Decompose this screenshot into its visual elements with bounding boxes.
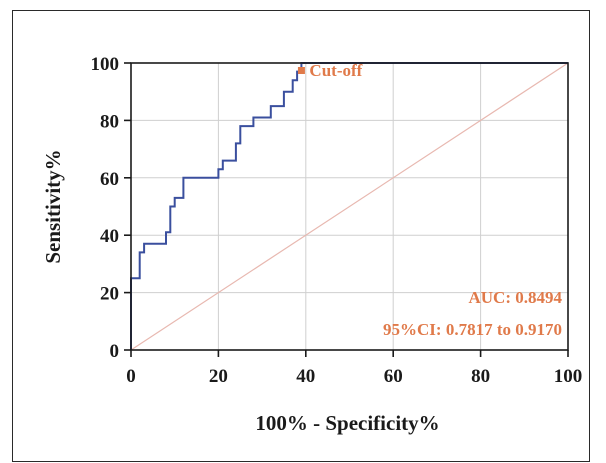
x-tick-label: 0	[126, 366, 136, 387]
x-tick-label: 40	[296, 366, 315, 387]
y-tick-label: 40	[100, 226, 119, 247]
x-axis-ticks: 0 20 40 60 80 100	[126, 350, 582, 387]
plot-area-border	[130, 62, 569, 351]
y-tick-label: 60	[100, 169, 119, 190]
y-axis-ticks: 0 20 40 60 80 100	[91, 54, 131, 362]
x-tick-label: 20	[209, 366, 228, 387]
x-tick-label: 100	[554, 366, 583, 387]
x-tick-label: 60	[384, 366, 403, 387]
x-tick-label: 80	[471, 366, 490, 387]
y-tick-label: 0	[110, 341, 120, 362]
cutoff-label: Cut-off	[309, 61, 362, 80]
y-tick-label: 80	[100, 111, 119, 132]
cutoff-marker	[297, 67, 305, 74]
y-tick-label: 20	[100, 284, 119, 305]
y-tick-label: 100	[91, 54, 120, 75]
auc-label: AUC: 0.8494	[469, 288, 563, 307]
y-axis-title: Sensitivity%	[41, 149, 65, 263]
reference-diagonal-line	[130, 62, 569, 351]
chart-frame	[12, 10, 590, 462]
roc-curve-line	[130, 62, 568, 350]
x-axis-title: 100% - Specificity%	[255, 411, 439, 435]
ci-label: 95%CI: 0.7817 to 0.9170	[383, 320, 562, 339]
